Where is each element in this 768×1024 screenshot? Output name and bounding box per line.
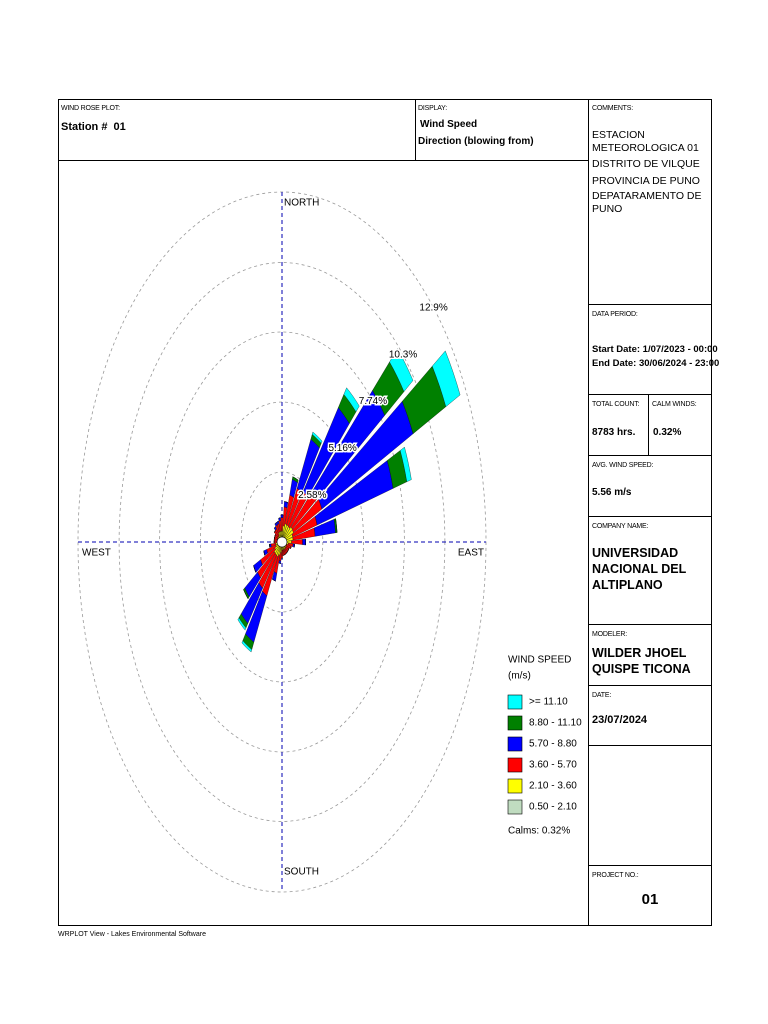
legend-swatch (507, 778, 523, 794)
end-date: End Date: 30/06/2024 - 23:00 (592, 358, 720, 369)
ring-label: 7.74% (359, 396, 387, 407)
wedge-segment (274, 526, 276, 529)
wedge-segment (335, 518, 338, 533)
label: COMPANY NAME: (592, 523, 649, 530)
wedge-segment (274, 534, 276, 537)
legend-label: >= 11.10 (529, 697, 568, 708)
legend-swatch (507, 757, 523, 773)
modeler-name: WILDER JHOEL QUISPE TICONA (592, 646, 691, 676)
wedge-segment (302, 538, 306, 546)
label: MODELER: (592, 631, 627, 638)
compass-label: NORTH (284, 198, 319, 209)
label: CALM WINDS: (652, 401, 697, 408)
wedge-segment (432, 350, 461, 407)
label: COMMENTS: (592, 105, 633, 112)
legend-label: 2.10 - 3.60 (529, 781, 577, 792)
company-name: UNIVERSIDAD NACIONAL DEL ALTIPLANO (592, 546, 686, 592)
start-date: Start Date: 1/07/2023 - 00:00 (592, 344, 718, 355)
legend-title: (m/s) (508, 671, 531, 682)
label: PROJECT NO.: (592, 872, 639, 879)
ring-label: 12.9% (419, 302, 447, 313)
display-text: Wind Speed (420, 119, 478, 130)
label: DATE: (592, 692, 612, 699)
wedge-segment (400, 446, 412, 483)
legend-swatch (507, 694, 523, 710)
wedge-segment (274, 530, 276, 533)
legend-label: 8.80 - 11.10 (529, 718, 582, 729)
legend-swatch (507, 799, 523, 815)
legend-label: 5.70 - 8.80 (529, 739, 577, 750)
avg-wind-speed: 5.56 m/s (592, 487, 632, 498)
comment: DISTRITO DE VILQUE (592, 158, 700, 170)
date: 23/07/2024 (592, 714, 648, 726)
calms-circle (276, 536, 288, 548)
wedge-segment (243, 589, 249, 599)
legend-swatch (507, 715, 523, 731)
compass-label: SOUTH (284, 867, 319, 878)
calm-winds: 0.32% (653, 427, 682, 438)
panel (588, 865, 712, 926)
wedge-segment (241, 640, 253, 653)
comment: PROVINCIA DE PUNO (592, 175, 700, 187)
panel (588, 745, 712, 866)
station: Station # 01 (61, 121, 126, 133)
wedge-segment (284, 501, 288, 503)
wedge-segment (292, 476, 299, 481)
wedge-segment (389, 348, 414, 392)
legend-swatch (507, 736, 523, 752)
wedge-segment (343, 387, 360, 413)
legend-label: 3.60 - 5.70 (529, 760, 577, 771)
wedge-segment (280, 514, 284, 518)
wedge-segment (253, 565, 257, 573)
wind-rose: NORTH EAST SOUTH WEST 2.58% 5.16% 7.74% 10.3% 12… (77, 191, 582, 893)
wedge-segment (237, 617, 247, 631)
label: DATA PERIOD: (592, 311, 638, 318)
total-count: 8783 hrs. (592, 427, 636, 438)
wedge-segment (278, 517, 281, 519)
ring-label: 2.58% (298, 490, 326, 501)
ring-label: 5.16% (328, 443, 356, 454)
compass-label: EAST (458, 548, 484, 559)
legend-label: 0.50 - 2.10 (529, 802, 577, 813)
calms-label: Calms: 0.32% (508, 826, 570, 837)
footer: WRPLOT View - Lakes Environmental Softwa… (58, 931, 206, 938)
wedge-segment (285, 553, 287, 555)
comment: DEPATARAMENTO DE PUNO (592, 190, 702, 215)
label: DISPLAY: (418, 105, 448, 112)
project-no: 01 (641, 891, 659, 908)
ring-label: 10.3% (389, 350, 417, 361)
wedge-segment (272, 578, 276, 582)
wedge-segment (288, 547, 290, 550)
wedge-segment (278, 562, 281, 564)
display-text: Direction (blowing from) (418, 136, 534, 147)
label: TOTAL COUNT: (592, 401, 640, 408)
wedge-segment (311, 431, 323, 444)
wedge-segment (287, 549, 289, 552)
wedge-segment (284, 554, 286, 556)
legend-title: WIND SPEED (508, 655, 571, 666)
label: AVG. WIND SPEED: (592, 462, 654, 469)
comment: ESTACION METEOROLOGICA 01 (592, 129, 699, 154)
wedge-segment (263, 550, 265, 556)
compass-label: WEST (82, 548, 111, 559)
label: WIND ROSE PLOT: (61, 105, 120, 112)
